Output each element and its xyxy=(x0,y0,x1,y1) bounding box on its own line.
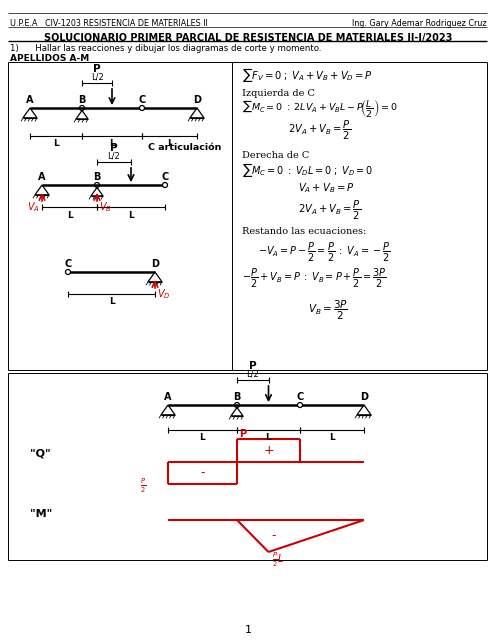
Text: B: B xyxy=(94,172,100,182)
Text: P: P xyxy=(110,143,118,153)
Text: L/2: L/2 xyxy=(91,72,103,81)
Text: A: A xyxy=(164,392,172,402)
Text: "M": "M" xyxy=(30,509,52,519)
Text: L: L xyxy=(109,140,115,148)
Text: C: C xyxy=(139,95,146,105)
Text: $\mathit{V_B}$: $\mathit{V_B}$ xyxy=(99,200,112,214)
Text: L/2: L/2 xyxy=(247,369,259,378)
Text: 1)      Hallar las reacciones y dibujar los diagramas de corte y momento.: 1) Hallar las reacciones y dibujar los d… xyxy=(10,44,321,53)
Text: Izquierda de C: Izquierda de C xyxy=(242,88,315,97)
Text: C: C xyxy=(297,392,303,402)
Text: L: L xyxy=(199,433,205,442)
Text: L: L xyxy=(67,211,72,220)
Text: L: L xyxy=(128,211,134,220)
Text: D: D xyxy=(360,392,368,402)
Text: APELLIDOS A-M: APELLIDOS A-M xyxy=(10,54,89,63)
Text: 1: 1 xyxy=(245,625,251,635)
Text: $V_A + V_B = P$: $V_A + V_B = P$ xyxy=(298,181,354,195)
Text: L: L xyxy=(53,140,59,148)
Circle shape xyxy=(65,269,70,275)
Text: $\mathit{V_A}$: $\mathit{V_A}$ xyxy=(27,200,40,214)
Text: $V_B = \dfrac{3P}{2}$: $V_B = \dfrac{3P}{2}$ xyxy=(308,298,348,322)
Text: $\sum F_V = 0\;;\; V_A + V_B + V_D = P$: $\sum F_V = 0\;;\; V_A + V_B + V_D = P$ xyxy=(242,66,373,84)
Text: L: L xyxy=(167,140,172,148)
Text: A: A xyxy=(38,172,46,182)
Text: Derecha de C: Derecha de C xyxy=(242,150,309,159)
Text: P: P xyxy=(239,429,246,439)
Text: $2V_A + V_B = \dfrac{P}{2}$: $2V_A + V_B = \dfrac{P}{2}$ xyxy=(298,198,361,221)
Text: B: B xyxy=(78,95,86,105)
Text: Ing. Gary Ademar Rodriguez Cruz: Ing. Gary Ademar Rodriguez Cruz xyxy=(352,19,487,28)
Text: -: - xyxy=(200,467,205,479)
Text: +: + xyxy=(263,444,274,457)
Text: $\frac{P}{2}L$: $\frac{P}{2}L$ xyxy=(273,551,285,569)
Text: "Q": "Q" xyxy=(30,448,50,458)
Text: SOLUCIONARIO PRIMER PARCIAL DE RESISTENCIA DE MATERIALES II-I/2023: SOLUCIONARIO PRIMER PARCIAL DE RESISTENC… xyxy=(44,33,452,43)
Text: -: - xyxy=(271,529,276,543)
Text: B: B xyxy=(233,392,241,402)
Text: $\sum M_C = 0\;:\;2LV_A + V_BL - P\!\left(\dfrac{L}{2}\right)=0$: $\sum M_C = 0\;:\;2LV_A + V_BL - P\!\lef… xyxy=(242,97,397,119)
Text: $-V_A = P - \dfrac{P}{2} = \dfrac{P}{2}\;:\; V_A = -\dfrac{P}{2}$: $-V_A = P - \dfrac{P}{2} = \dfrac{P}{2}\… xyxy=(258,241,391,264)
Text: P: P xyxy=(93,64,101,74)
Text: $2V_A + V_B = \dfrac{P}{2}$: $2V_A + V_B = \dfrac{P}{2}$ xyxy=(288,118,351,141)
Text: C: C xyxy=(161,172,169,182)
Circle shape xyxy=(140,106,145,111)
Text: A: A xyxy=(26,95,34,105)
Text: L: L xyxy=(108,298,114,307)
Text: Restando las ecuaciones:: Restando las ecuaciones: xyxy=(242,227,366,237)
Text: D: D xyxy=(193,95,201,105)
Text: U.P.E.A   CIV-1203 RESISTENCIA DE MATERIALES II: U.P.E.A CIV-1203 RESISTENCIA DE MATERIAL… xyxy=(10,19,208,28)
Text: C articulación: C articulación xyxy=(148,143,221,152)
Text: D: D xyxy=(151,259,159,269)
Text: $\mathit{V_D}$: $\mathit{V_D}$ xyxy=(157,287,171,301)
Text: P: P xyxy=(249,361,256,371)
Text: L: L xyxy=(266,433,271,442)
Circle shape xyxy=(297,403,302,408)
Text: $\sum M_C = 0\;:\; V_DL = 0\;;\; V_D = 0$: $\sum M_C = 0\;:\; V_DL = 0\;;\; V_D = 0… xyxy=(242,161,373,179)
Circle shape xyxy=(162,182,167,188)
Text: C: C xyxy=(64,259,72,269)
Text: L/2: L/2 xyxy=(107,152,120,161)
Text: $-\dfrac{P}{2} + V_B = P\;:\; V_B = P + \dfrac{P}{2} = \dfrac{3P}{2}$: $-\dfrac{P}{2} + V_B = P\;:\; V_B = P + … xyxy=(242,266,387,289)
Text: $\frac{P}{2}$: $\frac{P}{2}$ xyxy=(140,477,147,495)
Text: L: L xyxy=(329,433,335,442)
